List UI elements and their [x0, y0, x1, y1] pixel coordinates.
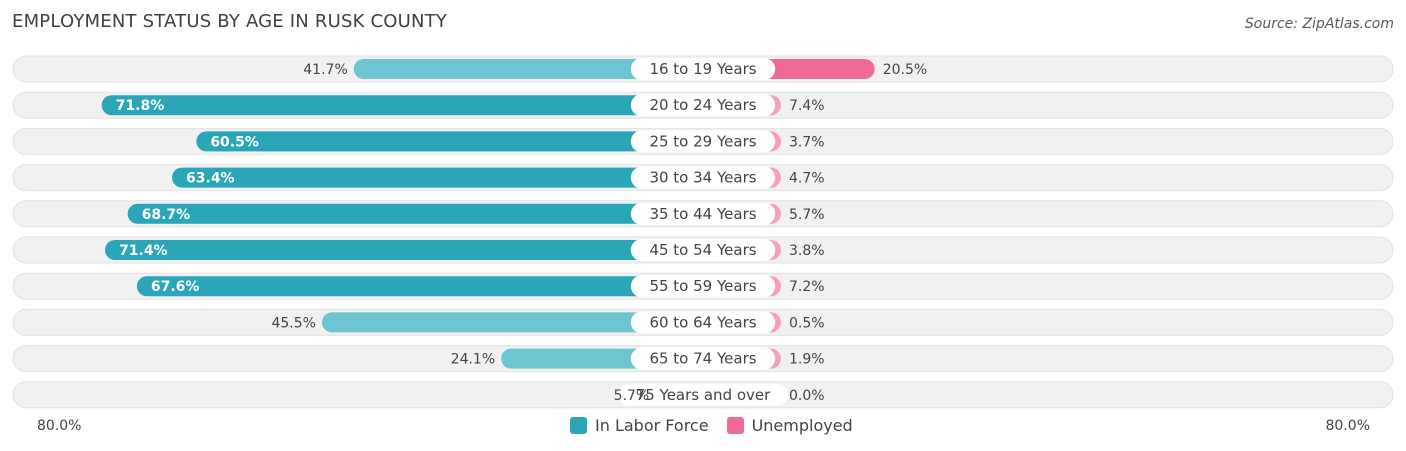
value-label-labor-force: 60.5% — [210, 134, 259, 150]
chart-title: EMPLOYMENT STATUS BY AGE IN RUSK COUNTY — [12, 11, 448, 32]
category-label: 35 to 44 Years — [649, 205, 756, 223]
value-label-unemployed: 7.4% — [789, 98, 825, 114]
category-label-background — [617, 383, 789, 406]
value-label-unemployed: 7.2% — [789, 279, 825, 295]
value-label-unemployed: 20.5% — [883, 62, 927, 78]
category-label: 45 to 54 Years — [649, 241, 756, 259]
category-label: 16 to 19 Years — [649, 60, 756, 78]
category-label-background — [630, 239, 776, 261]
value-label-unemployed: 0.5% — [789, 315, 825, 331]
legend-swatch-unemployed — [726, 417, 744, 434]
axis-right-label: 80.0% — [1325, 418, 1370, 434]
category-label-background — [630, 166, 776, 189]
category-label: 20 to 24 Years — [649, 96, 756, 114]
legend-label-unemployed: Unemployed — [751, 416, 853, 435]
source-note: Source: ZipAtlas.com — [1244, 16, 1394, 32]
category-label-background — [630, 202, 776, 225]
category-label-background — [630, 94, 776, 117]
value-label-labor-force: 71.4% — [119, 243, 168, 259]
bar-labor-force — [105, 240, 703, 260]
bar-labor-force — [172, 167, 703, 188]
value-label-labor-force: 41.7% — [303, 62, 347, 78]
value-label-unemployed: 4.7% — [789, 171, 825, 187]
value-label-unemployed: 3.7% — [789, 134, 825, 150]
category-label-background — [630, 347, 776, 370]
category-label: 65 to 74 Years — [649, 350, 756, 368]
bar-labor-force — [127, 203, 703, 224]
category-label-background — [630, 275, 776, 298]
value-label-labor-force: 67.6% — [151, 279, 200, 295]
legend-label-labor-force: In Labor Force — [595, 416, 709, 435]
value-label-unemployed: 1.9% — [789, 352, 825, 368]
value-label-labor-force: 24.1% — [451, 352, 495, 368]
value-label-labor-force: 63.4% — [186, 171, 235, 187]
value-label-unemployed: 3.8% — [789, 243, 825, 259]
category-label: 25 to 29 Years — [649, 132, 756, 150]
legend-item-labor-force: In Labor Force — [570, 416, 709, 435]
legend: In Labor Force Unemployed — [570, 416, 871, 435]
value-label-unemployed: 5.7% — [789, 207, 825, 223]
category-label: 75 Years and over — [636, 386, 771, 404]
category-label-background — [630, 311, 776, 334]
legend-swatch-labor-force — [570, 417, 587, 434]
bar-labor-force — [136, 276, 704, 297]
bar-labor-force — [101, 95, 704, 116]
category-label-background — [630, 130, 776, 153]
bar-labor-force — [196, 131, 703, 152]
value-label-labor-force: 71.8% — [116, 98, 165, 114]
value-label-labor-force: 5.7% — [614, 388, 650, 404]
bar-labor-force — [353, 59, 703, 79]
category-label-background — [630, 58, 776, 80]
axis-left-label: 80.0% — [37, 418, 82, 434]
legend-item-unemployed: Unemployed — [726, 416, 853, 435]
value-label-labor-force: 68.7% — [142, 207, 191, 223]
value-label-labor-force: 45.5% — [271, 315, 315, 331]
category-label: 55 to 59 Years — [649, 277, 756, 295]
category-label: 30 to 34 Years — [649, 169, 756, 187]
value-label-unemployed: 0.0% — [789, 388, 825, 404]
bar-labor-force — [321, 312, 703, 333]
category-label: 60 to 64 Years — [649, 313, 756, 331]
